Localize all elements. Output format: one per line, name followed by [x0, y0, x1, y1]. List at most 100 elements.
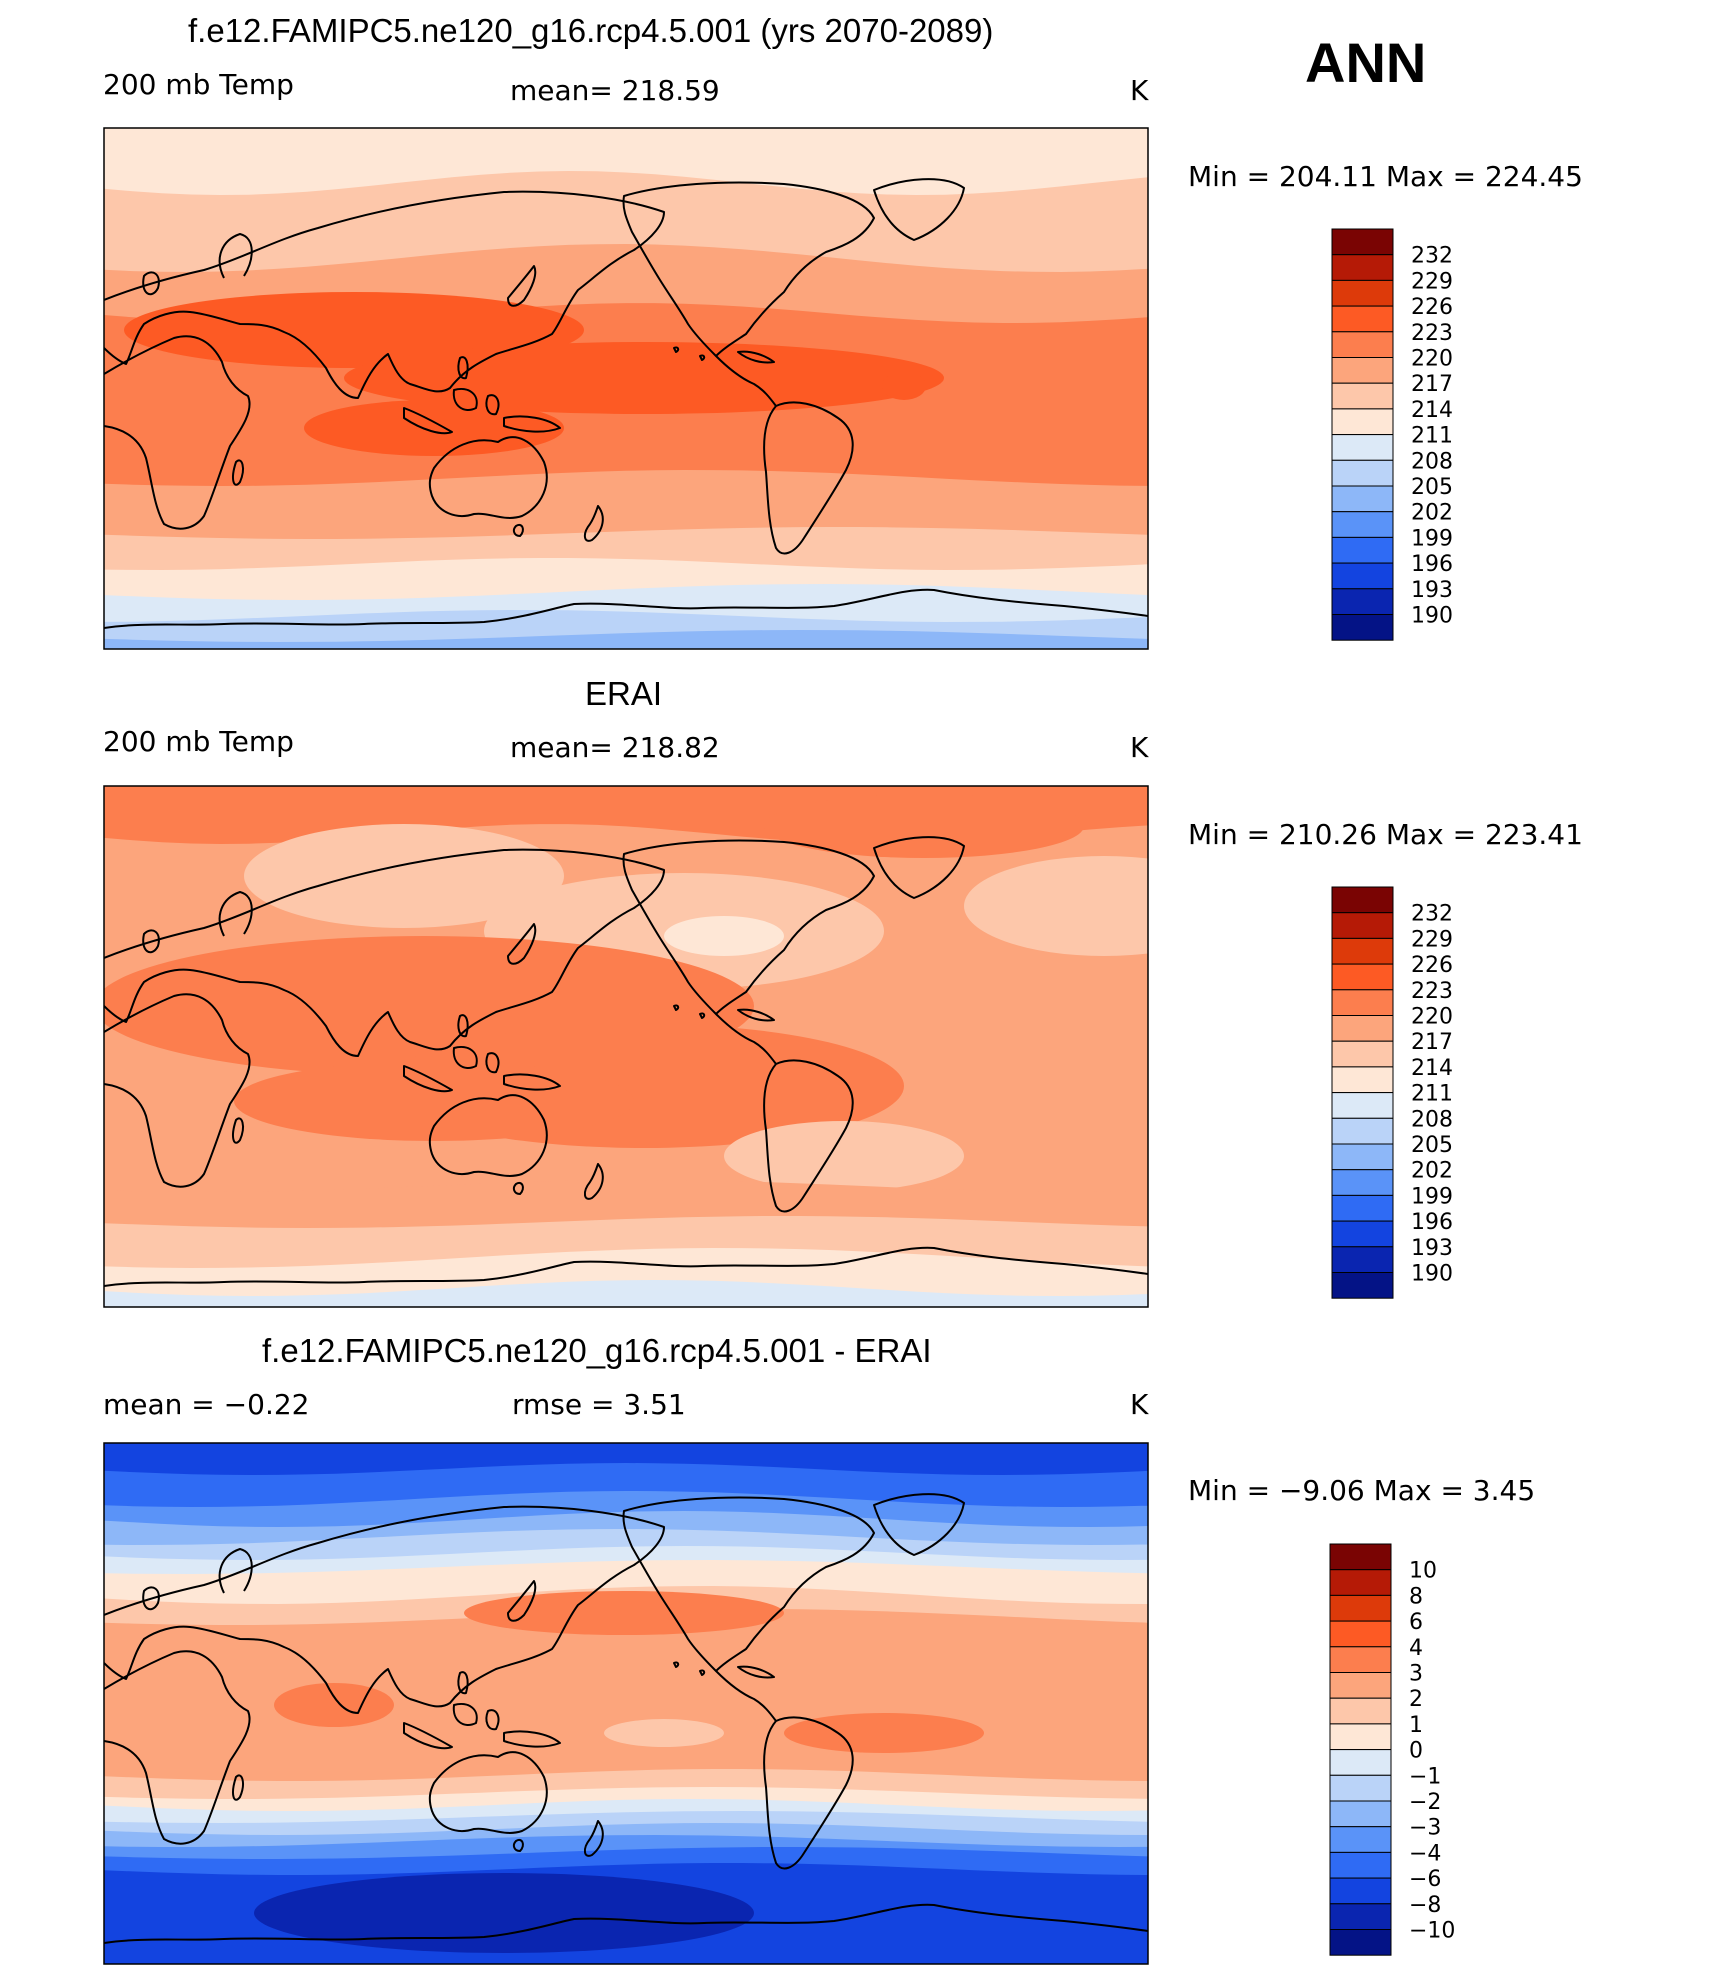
- map-frame: [103, 1442, 1149, 1965]
- colorbar-swatch: [1329, 1800, 1392, 1828]
- panel-2-left-label: 200 mb Temp: [103, 725, 294, 758]
- colorbar-tick-label: 1: [1409, 1713, 1423, 1738]
- colorbar-swatch: [1331, 279, 1394, 307]
- colorbar-tick-label: 199: [1411, 1184, 1453, 1209]
- map-panel-3: [104, 1443, 1148, 1964]
- colorbar-tick-label: −3: [1409, 1816, 1441, 1841]
- band-211-214-south: [104, 558, 1148, 604]
- colorbar-swatch: [1331, 1194, 1394, 1222]
- colorbar-tick-label: 205: [1411, 1133, 1453, 1158]
- colorbar-tick-label: 196: [1411, 552, 1453, 577]
- colorbar-tick-label: −2: [1409, 1790, 1441, 1815]
- colorbar-swatch: [1329, 1620, 1392, 1648]
- colorbar-tick-label: 232: [1411, 902, 1453, 927]
- colorbar-tick-label: −10: [1409, 1919, 1455, 1944]
- colorbar-tick-label: 6: [1409, 1610, 1423, 1635]
- colorbar-tick-label: 190: [1411, 604, 1453, 629]
- map-panel-2: [104, 786, 1148, 1307]
- band-205-208-south: [104, 610, 1148, 646]
- colorbar-tick-label: 211: [1411, 424, 1453, 449]
- colorbar-tick-label: 226: [1411, 295, 1453, 320]
- colorbar-tick-label: 217: [1411, 1030, 1453, 1055]
- band-minus4-minus3-south: [104, 1835, 1148, 1863]
- colorbar-tick-label: 2: [1409, 1687, 1423, 1712]
- warm-anomaly-america: [784, 1713, 984, 1753]
- cool-spot-pacific: [604, 1719, 724, 1747]
- band-minus6-minus4-north: [104, 1463, 1148, 1511]
- colorbar-swatch: [1329, 1723, 1392, 1751]
- band-minus8-minus6-north: [104, 1443, 1148, 1479]
- colorbar-swatch: [1329, 1749, 1392, 1776]
- band-214-217-south: [104, 1216, 1148, 1272]
- colorbar-swatch: [1331, 408, 1394, 436]
- colorbar-tick-label: 4: [1409, 1636, 1423, 1661]
- warm-core-america: [882, 372, 926, 400]
- colorbar-tick-label: 232: [1411, 244, 1453, 269]
- warm-core-indian: [234, 1061, 634, 1141]
- colorbar-tick-label: 205: [1411, 475, 1453, 500]
- colorbar-swatch: [1331, 614, 1394, 641]
- colorbar-swatch: [1329, 1697, 1392, 1725]
- panel-1-units: K: [1130, 74, 1149, 107]
- warm-siberia: [764, 794, 1084, 858]
- colorbar-tick-label: 226: [1411, 953, 1453, 978]
- colorbar-swatch: [1329, 1543, 1392, 1571]
- panel-1-minmax: Min = 204.11 Max = 224.45: [1188, 160, 1583, 193]
- colorbar-swatch: [1329, 1594, 1392, 1622]
- colorbar-swatch: [1331, 1092, 1394, 1119]
- colorbar-2: 2322292262232202172142112082052021991961…: [1331, 886, 1453, 1299]
- colorbar-tick-label: −8: [1409, 1893, 1441, 1918]
- colorbar-swatch: [1331, 305, 1394, 333]
- colorbar-tick-label: 214: [1411, 1056, 1453, 1081]
- colorbar-tick-label: 208: [1411, 449, 1453, 474]
- band-202-205-south: [104, 630, 1148, 649]
- colorbar-swatch: [1329, 1851, 1392, 1879]
- panel-1-title: f.e12.FAMIPC5.ne120_g16.rcp4.5.001 (yrs …: [188, 12, 994, 49]
- colorbar-swatch: [1331, 1143, 1394, 1171]
- map-frame: [103, 127, 1149, 650]
- colorbar-swatch: [1331, 1169, 1394, 1196]
- colorbar-swatch: [1329, 1877, 1392, 1905]
- colorbar-swatch: [1329, 1929, 1392, 1956]
- panel-2-units: K: [1130, 731, 1149, 764]
- colorbar-swatch: [1331, 228, 1394, 256]
- colorbar-tick-label: −4: [1409, 1841, 1441, 1866]
- colorbar-tick-label: 190: [1411, 1262, 1453, 1287]
- colorbar-swatch: [1331, 562, 1394, 590]
- band-214-217-south: [104, 527, 1148, 574]
- band-208-211-south: [104, 1280, 1148, 1307]
- colorbar-tick-label: 10: [1409, 1559, 1437, 1584]
- colorbar-swatch: [1329, 1826, 1392, 1853]
- cool-atlantic: [964, 856, 1148, 956]
- colorbar-tick-label: 196: [1411, 1210, 1453, 1235]
- band-minus6-minus4-south: [104, 1847, 1148, 1879]
- panel-3-units: K: [1130, 1388, 1149, 1421]
- warm-anomaly-india: [274, 1683, 394, 1727]
- cool-south-pacific: [724, 1121, 964, 1191]
- season-label: ANN: [1305, 31, 1427, 94]
- colorbar-tick-label: 8: [1409, 1584, 1423, 1609]
- panel-1-left-label: 200 mb Temp: [103, 68, 294, 101]
- colorbar-tick-label: 193: [1411, 1236, 1453, 1261]
- colorbar-tick-label: 214: [1411, 398, 1453, 423]
- colorbar-tick-label: 3: [1409, 1662, 1423, 1687]
- band-214-217-north: [104, 171, 1148, 284]
- map-frame: [103, 785, 1149, 1308]
- colorbar-swatch: [1329, 1569, 1392, 1596]
- colorbar-swatch: [1329, 1672, 1392, 1699]
- colorbar-tick-label: −6: [1409, 1867, 1441, 1892]
- colorbar-tick-label: 208: [1411, 1107, 1453, 1132]
- panel-2-minmax: Min = 210.26 Max = 223.41: [1188, 818, 1583, 851]
- colorbar-swatch: [1331, 357, 1394, 384]
- panel-3-mean: mean = −0.22: [103, 1388, 310, 1421]
- colorbar-1: 2322292262232202172142112082052021991961…: [1331, 228, 1453, 641]
- colorbar-tick-label: 217: [1411, 372, 1453, 397]
- colorbar-tick-label: 223: [1411, 979, 1453, 1004]
- colorbar-tick-label: 229: [1411, 269, 1453, 294]
- colorbar-swatch: [1329, 1646, 1392, 1674]
- cold-anomaly-southern-ocean: [254, 1873, 754, 1953]
- band-211-214-south: [104, 1248, 1148, 1300]
- colorbar-swatch: [1331, 1040, 1394, 1068]
